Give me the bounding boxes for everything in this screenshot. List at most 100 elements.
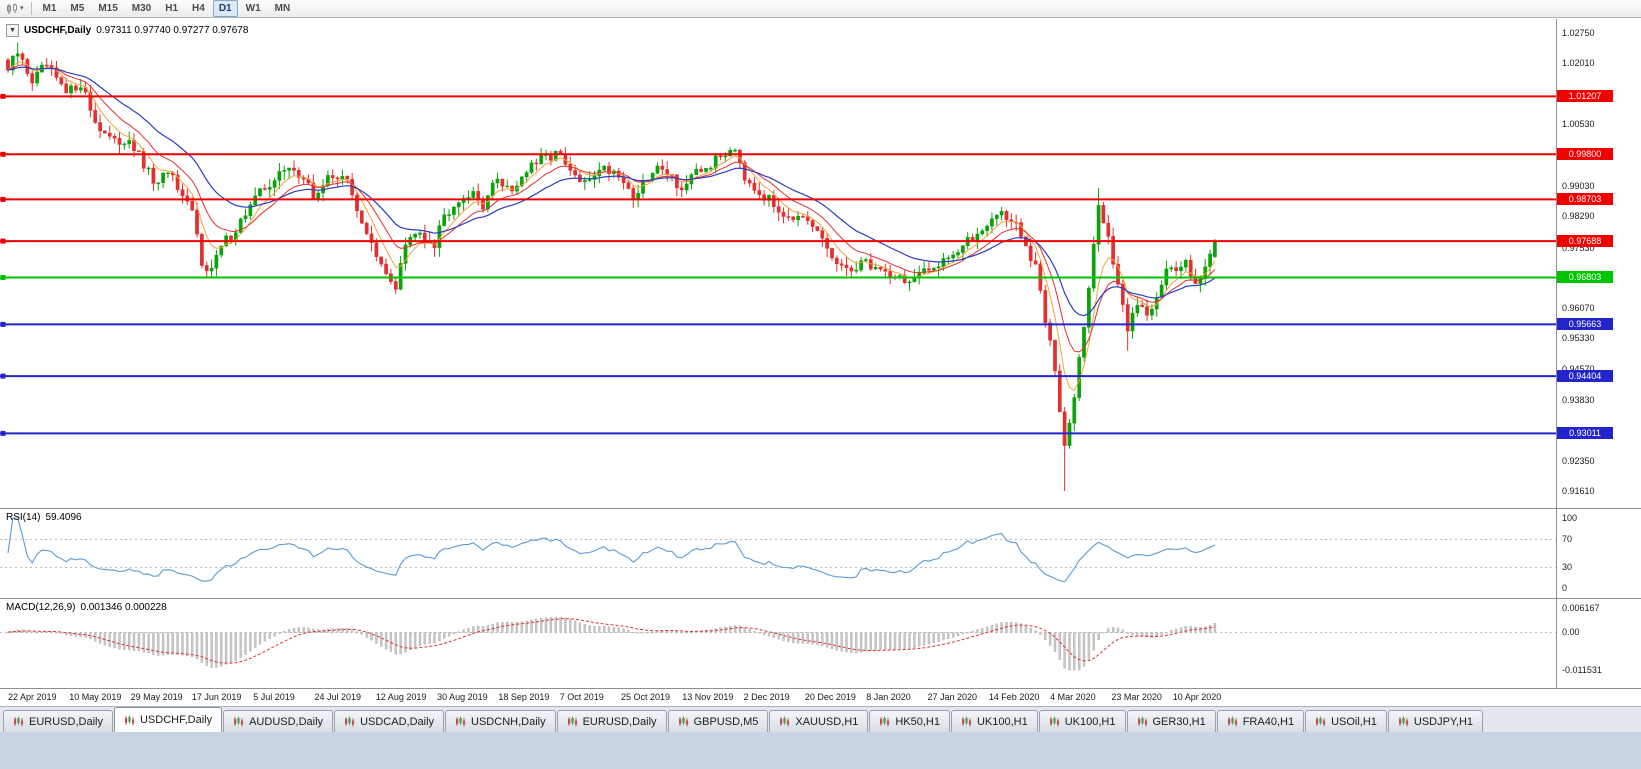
tab-audusd-daily[interactable]: AUDUSD,Daily — [223, 710, 334, 732]
tab-label: FRA40,H1 — [1242, 715, 1295, 728]
chart-type-dropdown-button[interactable]: ▾ — [3, 1, 27, 17]
rsi-tick: 0 — [1562, 583, 1568, 593]
tab-usoil-h1[interactable]: USOil,H1 — [1305, 710, 1387, 732]
macd-label-row: MACD(12,26,9) 0.001346 0.000228 — [6, 602, 167, 613]
macd-tick: -0.011531 — [1562, 665, 1602, 675]
tab-label: HK50,H1 — [895, 715, 940, 728]
price-tick: 0.96070 — [1562, 302, 1595, 313]
price-tick: 0.95330 — [1562, 333, 1595, 344]
macd-indicator-label: MACD(12,26,9) — [6, 602, 76, 613]
date-label: 12 Aug 2019 — [375, 692, 427, 702]
timeframe-button-m1[interactable]: M1 — [42, 3, 57, 14]
tab-chart-icon — [961, 716, 972, 727]
tab-label: GER30,H1 — [1152, 715, 1206, 728]
timeframe-button-m30[interactable]: M30 — [131, 3, 152, 14]
tab-chart-icon — [234, 716, 244, 727]
tab-chart-icon — [1137, 716, 1147, 727]
rsi-macd-separator[interactable] — [0, 598, 1641, 599]
macd-current-values: 0.001346 0.000228 — [80, 602, 167, 613]
tab-hk50-h1[interactable]: HK50,H1 — [869, 710, 950, 732]
price-tick: 0.97530 — [1562, 242, 1595, 253]
price-badge: 0.94404 — [1557, 370, 1613, 383]
tab-eurusd-daily[interactable]: EURUSD,Daily — [556, 710, 667, 732]
date-label: 22 Apr 2019 — [8, 692, 57, 702]
price-tick: 0.98290 — [1562, 211, 1595, 222]
date-label: 17 Jun 2019 — [191, 692, 242, 702]
timeframe-button-h1[interactable]: H1 — [165, 3, 179, 14]
tab-label: XAUUSD,H1 — [795, 715, 859, 728]
timeframe-button-m5[interactable]: M5 — [70, 3, 85, 14]
price-axis-border — [1556, 19, 1557, 689]
price-tick: 0.92350 — [1562, 455, 1595, 466]
chart-ohlc-values: 0.97311 0.97740 0.97277 0.97678 — [96, 25, 249, 36]
tab-label: USOil,H1 — [1331, 715, 1377, 728]
tab-chart-icon — [14, 716, 24, 727]
tab-label: UK100,H1 — [976, 715, 1028, 728]
tab-uk100-h1[interactable]: UK100,H1 — [1038, 710, 1126, 732]
date-label: 23 Mar 2020 — [1111, 692, 1162, 702]
timeframe-button-m15[interactable]: M15 — [98, 3, 118, 14]
price-tick: 0.91610 — [1562, 486, 1595, 496]
tab-label: UK100,H1 — [1064, 715, 1116, 728]
macd-tick: 0.00 — [1562, 627, 1580, 637]
price-tick: 1.02750 — [1562, 28, 1595, 38]
tab-label: GBPUSD,M5 — [693, 715, 759, 728]
tab-uk100-h1[interactable]: UK100,H1 — [950, 710, 1038, 732]
tab-label: USDCAD,Daily — [360, 715, 435, 728]
tab-usdcnh-daily[interactable]: USDCNH,Daily — [445, 710, 556, 732]
status-strip — [0, 732, 1641, 769]
date-label: 2 Dec 2019 — [743, 692, 790, 702]
tab-chart-icon — [567, 716, 577, 727]
price-tick: 1.00530 — [1562, 119, 1595, 130]
date-label: 13 Nov 2019 — [682, 692, 734, 702]
tab-chart-icon — [880, 716, 890, 727]
tab-label: USDCNH,Daily — [471, 715, 546, 728]
tab-label: EURUSD,Daily — [582, 715, 657, 728]
symbol-tabs: EURUSD,Daily USDCHF,Daily AUDUSD,Daily USDC… — [0, 706, 1641, 732]
tab-fra40-h1[interactable]: FRA40,H1 — [1216, 710, 1305, 732]
rsi-tick: 70 — [1562, 534, 1573, 544]
main-chart-plot-area[interactable] — [0, 19, 1556, 508]
timeframe-button-h4[interactable]: H4 — [192, 3, 205, 14]
tab-eurusd-daily[interactable]: EURUSD,Daily — [3, 710, 113, 732]
timeframe-button-w1[interactable]: W1 — [245, 3, 261, 14]
tab-gbpusd-m5[interactable]: GBPUSD,M5 — [667, 710, 769, 732]
tab-label: EURUSD,Daily — [29, 715, 103, 728]
rsi-tick: 30 — [1562, 562, 1573, 572]
chart-symbol-label: USDCHF,Daily — [24, 25, 92, 36]
price-tick: 0.99030 — [1562, 180, 1595, 191]
tab-chart-icon — [1049, 716, 1059, 727]
tab-usdcad-daily[interactable]: USDCAD,Daily — [334, 710, 445, 732]
price-tick: 1.02010 — [1562, 58, 1595, 69]
collapse-chart-button[interactable]: ▼ — [6, 24, 19, 37]
tab-ger30-h1[interactable]: GER30,H1 — [1126, 710, 1216, 732]
price-badge: 0.95663 — [1557, 318, 1613, 331]
timeframe-button-mn[interactable]: MN — [274, 3, 291, 14]
price-badge: 0.99800 — [1557, 148, 1613, 161]
tab-label: AUDUSD,Daily — [249, 715, 324, 728]
main-rsi-separator[interactable] — [0, 508, 1641, 509]
date-label: 20 Dec 2019 — [804, 692, 856, 702]
date-label: 14 Feb 2020 — [988, 692, 1040, 702]
tab-chart-icon — [1227, 716, 1237, 727]
price-tick: 0.94570 — [1562, 364, 1595, 374]
date-label: 24 Jul 2019 — [314, 692, 362, 702]
price-badge: 1.01207 — [1557, 90, 1613, 103]
tab-xauusd-h1[interactable]: XAUUSD,H1 — [769, 710, 869, 732]
tab-chart-icon — [456, 716, 466, 727]
dropdown-caret-icon: ▾ — [20, 5, 24, 12]
timeframe-button-d1[interactable]: D1 — [212, 0, 238, 17]
date-label: 10 May 2019 — [69, 692, 122, 702]
price-badge: 0.97688 — [1557, 235, 1613, 248]
date-label: 27 Jan 2020 — [927, 692, 978, 702]
rsi-panel-area[interactable] — [0, 508, 1556, 598]
tab-usdjpy-h1[interactable]: USDJPY,H1 — [1387, 710, 1484, 732]
price-badge: 0.96803 — [1557, 271, 1613, 284]
date-label: 4 Mar 2020 — [1050, 692, 1096, 702]
tab-usdchf-daily[interactable]: USDCHF,Daily — [113, 707, 223, 732]
tab-chart-icon — [124, 715, 135, 725]
tab-chart-icon — [678, 716, 688, 727]
macd-panel-area[interactable] — [0, 598, 1556, 688]
tab-chart-icon — [780, 716, 790, 727]
